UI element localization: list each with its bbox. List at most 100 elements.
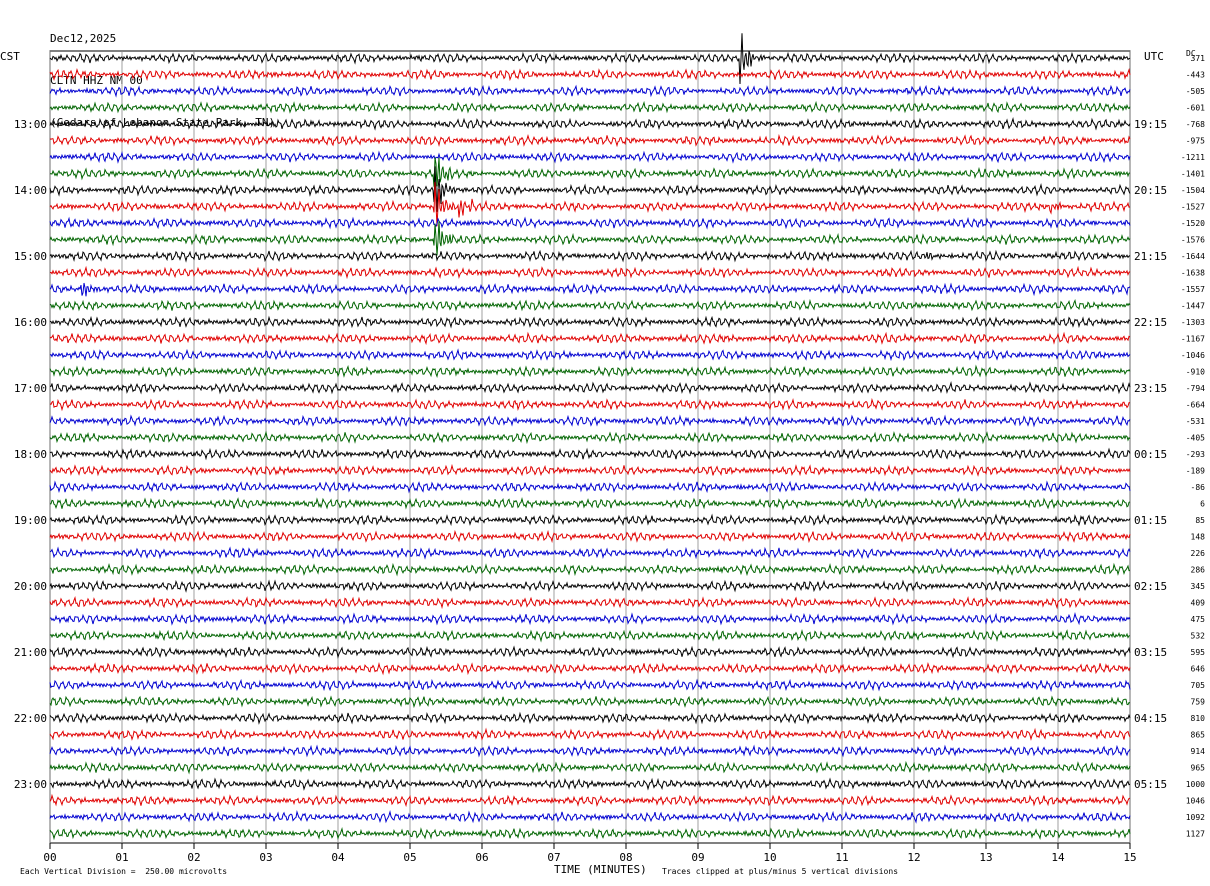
x-axis-label: TIME (MINUTES) xyxy=(554,863,647,876)
right-hour-label: 02:15 xyxy=(1134,580,1167,593)
dc-offset-label: 6 xyxy=(1200,500,1205,509)
x-tick-label: 00 xyxy=(43,851,56,864)
right-hour-label: 03:15 xyxy=(1134,646,1167,659)
right-hour-label: 21:15 xyxy=(1134,250,1167,263)
dc-offset-label: 226 xyxy=(1191,549,1206,558)
dc-offset-label: 595 xyxy=(1191,648,1206,657)
seismic-trace xyxy=(49,249,1131,263)
left-hour-label: 21:00 xyxy=(14,646,47,659)
right-hour-label: 19:15 xyxy=(1134,118,1167,131)
left-hour-label: 22:00 xyxy=(14,712,47,725)
seismic-trace xyxy=(49,595,1131,610)
dc-offset-label: -768 xyxy=(1186,120,1205,129)
seismic-trace xyxy=(49,220,1131,256)
right-hour-label: 04:15 xyxy=(1134,712,1167,725)
right-hour-label: 01:15 xyxy=(1134,514,1167,527)
x-tick-label: 05 xyxy=(403,851,416,864)
x-tick-label: 07 xyxy=(547,851,560,864)
left-timezone-label: CST xyxy=(0,50,20,63)
dc-offset-label: 1046 xyxy=(1186,797,1205,806)
dc-offset-label: 865 xyxy=(1191,731,1206,740)
seismic-trace xyxy=(49,579,1131,593)
seismic-trace xyxy=(49,414,1131,428)
seismic-trace xyxy=(49,315,1131,329)
seismic-trace xyxy=(49,695,1131,709)
dc-offset-label: -1303 xyxy=(1181,318,1205,327)
seismic-trace xyxy=(49,711,1131,725)
dc-offset-label: -1046 xyxy=(1181,351,1205,360)
seismic-trace xyxy=(49,760,1131,775)
x-tick-label: 09 xyxy=(691,851,704,864)
seismic-trace xyxy=(49,166,1131,212)
seismic-trace xyxy=(49,331,1131,346)
left-hour-label: 19:00 xyxy=(14,514,47,527)
x-tick-label: 08 xyxy=(619,851,632,864)
dc-offset-label: -505 xyxy=(1186,87,1205,96)
x-tick-label: 15 xyxy=(1123,851,1136,864)
clip-note: Traces clipped at plus/minus 5 vertical … xyxy=(662,867,899,876)
seismic-trace xyxy=(49,298,1131,312)
x-tick-label: 12 xyxy=(907,851,920,864)
seismic-trace xyxy=(49,463,1131,477)
dc-offset-label: -293 xyxy=(1186,450,1205,459)
seismic-trace xyxy=(49,447,1131,461)
seismic-trace xyxy=(49,678,1131,693)
x-tick-label: 03 xyxy=(259,851,272,864)
date-label: Dec12,2025 xyxy=(50,32,117,45)
right-hour-label: 00:15 xyxy=(1134,448,1167,461)
dc-offset-label: -794 xyxy=(1186,384,1205,393)
left-hour-label: 14:00 xyxy=(14,184,47,197)
seismic-trace xyxy=(49,645,1131,659)
seismic-trace xyxy=(49,497,1131,511)
dc-offset-label: 371 xyxy=(1191,54,1206,63)
seismic-trace xyxy=(49,827,1131,841)
left-hour-label: 13:00 xyxy=(14,118,47,131)
dc-offset-label: -910 xyxy=(1186,368,1205,377)
left-hour-label: 18:00 xyxy=(14,448,47,461)
dc-offset-label: -1638 xyxy=(1181,269,1205,278)
dc-offset-label: -1504 xyxy=(1181,186,1205,195)
seismic-trace xyxy=(49,182,1131,227)
dc-offset-label: 286 xyxy=(1191,566,1206,575)
seismic-trace xyxy=(49,744,1131,758)
dc-offset-label: -1520 xyxy=(1181,219,1205,228)
seismic-trace xyxy=(49,513,1131,527)
x-tick-label: 02 xyxy=(187,851,200,864)
dc-offset-label: -1167 xyxy=(1181,335,1205,344)
x-tick-label: 10 xyxy=(763,851,776,864)
right-hour-label: 05:15 xyxy=(1134,778,1167,791)
dc-offset-label: 914 xyxy=(1191,747,1206,756)
seismic-trace xyxy=(49,546,1131,560)
seismic-trace xyxy=(49,628,1131,643)
seismic-trace xyxy=(49,33,1131,85)
x-tick-label: 06 xyxy=(475,851,488,864)
left-hour-label: 23:00 xyxy=(14,778,47,791)
dc-offset-label: 1127 xyxy=(1186,830,1205,839)
seismic-trace xyxy=(49,381,1131,395)
dc-offset-label: -443 xyxy=(1186,71,1205,80)
x-tick-label: 13 xyxy=(979,851,992,864)
dc-offset-label: -1576 xyxy=(1181,236,1205,245)
seismic-trace xyxy=(49,810,1131,824)
right-hour-label: 20:15 xyxy=(1134,184,1167,197)
scale-note: Each Vertical Division = 250.00 microvol… xyxy=(20,867,228,876)
left-hour-label: 15:00 xyxy=(14,250,47,263)
x-tick-label: 01 xyxy=(115,851,128,864)
dc-offset-label: -975 xyxy=(1186,137,1205,146)
dc-offset-label: -601 xyxy=(1186,104,1205,113)
seismic-trace xyxy=(49,67,1131,82)
plot-frame xyxy=(49,50,1131,844)
dc-offset-label: -1557 xyxy=(1181,285,1205,294)
left-hour-label: 17:00 xyxy=(14,382,47,395)
x-tick-label: 04 xyxy=(331,851,345,864)
dc-offset-header: DC xyxy=(1186,49,1196,58)
dc-offset-label: 965 xyxy=(1191,764,1206,773)
dc-offset-label: -1527 xyxy=(1181,203,1205,212)
seismic-trace xyxy=(49,777,1131,791)
seismic-trace xyxy=(49,397,1131,412)
x-tick-label: 11 xyxy=(835,851,848,864)
dc-offset-label: 409 xyxy=(1191,599,1206,608)
seismic-trace xyxy=(49,364,1131,378)
dc-offset-label: 475 xyxy=(1191,615,1206,624)
